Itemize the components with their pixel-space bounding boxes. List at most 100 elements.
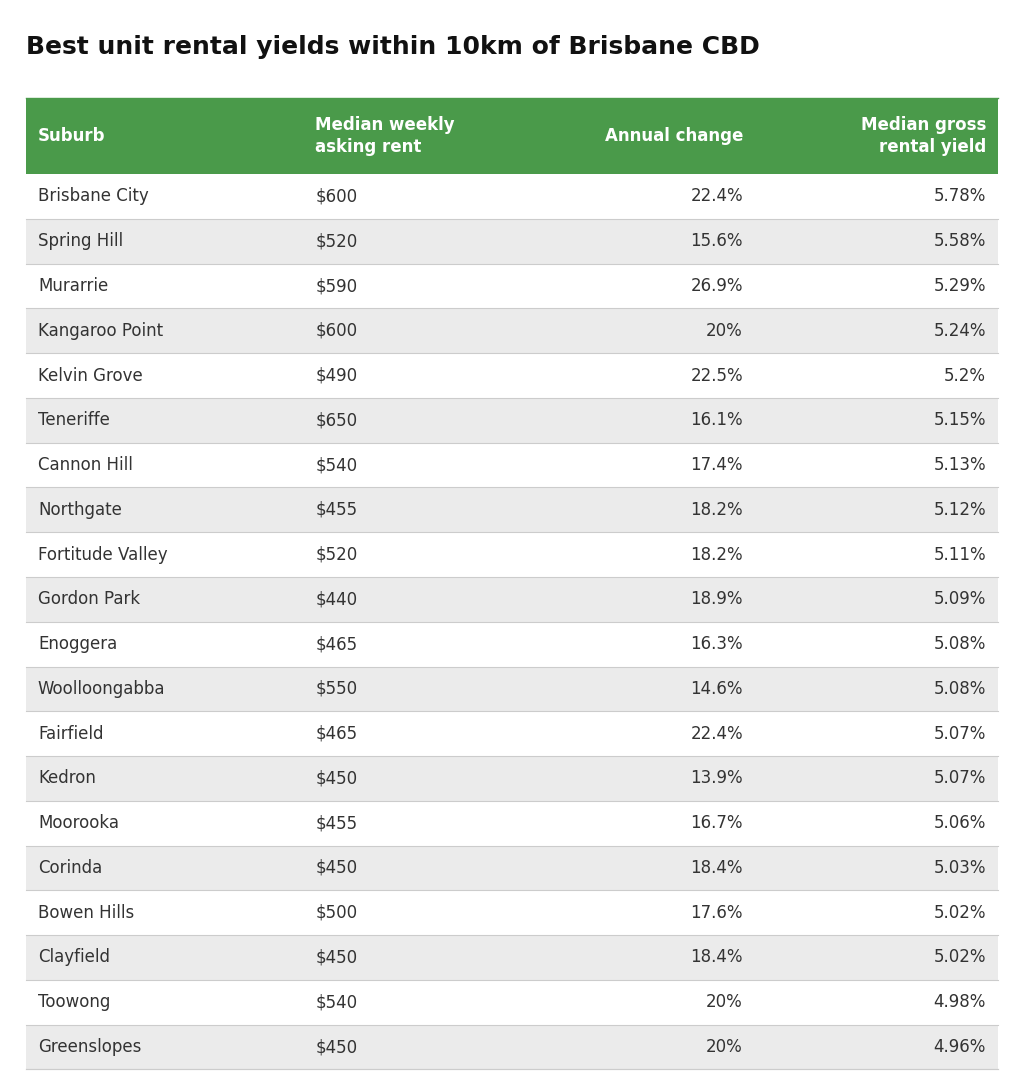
Text: $540: $540 bbox=[315, 456, 357, 474]
Bar bbox=[26, 219, 998, 264]
Text: 4.96%: 4.96% bbox=[934, 1038, 986, 1056]
Text: 22.4%: 22.4% bbox=[690, 724, 743, 743]
Bar bbox=[26, 800, 998, 845]
Text: 5.15%: 5.15% bbox=[934, 412, 986, 429]
Text: $520: $520 bbox=[315, 232, 357, 250]
Text: $490: $490 bbox=[315, 367, 357, 384]
Bar bbox=[26, 1025, 998, 1069]
Bar bbox=[26, 98, 998, 174]
Text: 5.13%: 5.13% bbox=[934, 456, 986, 474]
Bar bbox=[26, 488, 998, 533]
Text: 18.9%: 18.9% bbox=[690, 590, 743, 609]
Text: 18.4%: 18.4% bbox=[690, 859, 743, 877]
Text: $540: $540 bbox=[315, 993, 357, 1012]
Text: Bowen Hills: Bowen Hills bbox=[38, 904, 134, 921]
Text: 5.78%: 5.78% bbox=[934, 187, 986, 206]
Text: 22.5%: 22.5% bbox=[690, 367, 743, 384]
Text: $450: $450 bbox=[315, 1038, 357, 1056]
Bar bbox=[26, 533, 998, 577]
Text: Murarrie: Murarrie bbox=[38, 277, 109, 295]
Text: 14.6%: 14.6% bbox=[690, 680, 743, 698]
Text: Annual change: Annual change bbox=[604, 127, 743, 145]
Text: 5.09%: 5.09% bbox=[934, 590, 986, 609]
Text: 20%: 20% bbox=[707, 321, 743, 340]
Text: 18.2%: 18.2% bbox=[690, 501, 743, 518]
Bar bbox=[26, 353, 998, 397]
Text: 5.08%: 5.08% bbox=[934, 635, 986, 653]
Bar bbox=[26, 891, 998, 935]
Text: 16.3%: 16.3% bbox=[690, 635, 743, 653]
Bar bbox=[26, 443, 998, 488]
Text: Fortitude Valley: Fortitude Valley bbox=[38, 546, 168, 564]
Text: 13.9%: 13.9% bbox=[690, 770, 743, 787]
Bar bbox=[26, 935, 998, 980]
Text: 5.03%: 5.03% bbox=[934, 859, 986, 877]
Bar bbox=[26, 980, 998, 1025]
Text: Enoggera: Enoggera bbox=[38, 635, 117, 653]
Bar bbox=[26, 845, 998, 891]
Text: Teneriffe: Teneriffe bbox=[38, 412, 110, 429]
Bar bbox=[26, 622, 998, 666]
Text: Best unit rental yields within 10km of Brisbane CBD: Best unit rental yields within 10km of B… bbox=[26, 35, 760, 59]
Bar bbox=[26, 666, 998, 711]
Text: 5.02%: 5.02% bbox=[934, 949, 986, 966]
Text: 5.11%: 5.11% bbox=[934, 546, 986, 564]
Text: Cannon Hill: Cannon Hill bbox=[38, 456, 133, 474]
Text: Median weekly
asking rent: Median weekly asking rent bbox=[315, 115, 455, 156]
Text: 17.6%: 17.6% bbox=[690, 904, 743, 921]
Bar bbox=[26, 711, 998, 756]
Text: $550: $550 bbox=[315, 680, 357, 698]
Text: 15.6%: 15.6% bbox=[690, 232, 743, 250]
Bar bbox=[26, 577, 998, 622]
Text: 5.02%: 5.02% bbox=[934, 904, 986, 921]
Text: Clayfield: Clayfield bbox=[38, 949, 110, 966]
Text: 5.12%: 5.12% bbox=[934, 501, 986, 518]
Text: Woolloongabba: Woolloongabba bbox=[38, 680, 166, 698]
Text: $600: $600 bbox=[315, 187, 357, 206]
Text: 16.1%: 16.1% bbox=[690, 412, 743, 429]
Text: Gordon Park: Gordon Park bbox=[38, 590, 140, 609]
Text: 5.24%: 5.24% bbox=[934, 321, 986, 340]
Text: $465: $465 bbox=[315, 635, 357, 653]
Text: Kelvin Grove: Kelvin Grove bbox=[38, 367, 142, 384]
Text: Kedron: Kedron bbox=[38, 770, 96, 787]
Text: Northgate: Northgate bbox=[38, 501, 122, 518]
Text: $600: $600 bbox=[315, 321, 357, 340]
Text: 5.07%: 5.07% bbox=[934, 770, 986, 787]
Text: 22.4%: 22.4% bbox=[690, 187, 743, 206]
Text: 26.9%: 26.9% bbox=[690, 277, 743, 295]
Text: 5.08%: 5.08% bbox=[934, 680, 986, 698]
Text: 5.06%: 5.06% bbox=[934, 815, 986, 832]
Text: 5.58%: 5.58% bbox=[934, 232, 986, 250]
Text: 20%: 20% bbox=[707, 1038, 743, 1056]
Text: Greenslopes: Greenslopes bbox=[38, 1038, 141, 1056]
Text: Toowong: Toowong bbox=[38, 993, 111, 1012]
Text: $450: $450 bbox=[315, 949, 357, 966]
Text: Moorooka: Moorooka bbox=[38, 815, 119, 832]
Text: 18.4%: 18.4% bbox=[690, 949, 743, 966]
Text: $650: $650 bbox=[315, 412, 357, 429]
Text: Fairfield: Fairfield bbox=[38, 724, 103, 743]
Text: 5.07%: 5.07% bbox=[934, 724, 986, 743]
Text: 5.29%: 5.29% bbox=[934, 277, 986, 295]
Bar bbox=[26, 308, 998, 353]
Text: Kangaroo Point: Kangaroo Point bbox=[38, 321, 163, 340]
Text: $520: $520 bbox=[315, 546, 357, 564]
Text: 18.2%: 18.2% bbox=[690, 546, 743, 564]
Text: $455: $455 bbox=[315, 501, 357, 518]
Bar bbox=[26, 756, 998, 800]
Text: Suburb: Suburb bbox=[38, 127, 105, 145]
Bar bbox=[26, 264, 998, 308]
Text: 5.2%: 5.2% bbox=[944, 367, 986, 384]
Text: Corinda: Corinda bbox=[38, 859, 102, 877]
Bar bbox=[26, 174, 998, 219]
Text: Median gross
rental yield: Median gross rental yield bbox=[861, 115, 986, 156]
Text: $590: $590 bbox=[315, 277, 357, 295]
Text: Brisbane City: Brisbane City bbox=[38, 187, 148, 206]
Text: $500: $500 bbox=[315, 904, 357, 921]
Text: $455: $455 bbox=[315, 815, 357, 832]
Text: 4.98%: 4.98% bbox=[934, 993, 986, 1012]
Text: $450: $450 bbox=[315, 770, 357, 787]
Text: $465: $465 bbox=[315, 724, 357, 743]
Text: $450: $450 bbox=[315, 859, 357, 877]
